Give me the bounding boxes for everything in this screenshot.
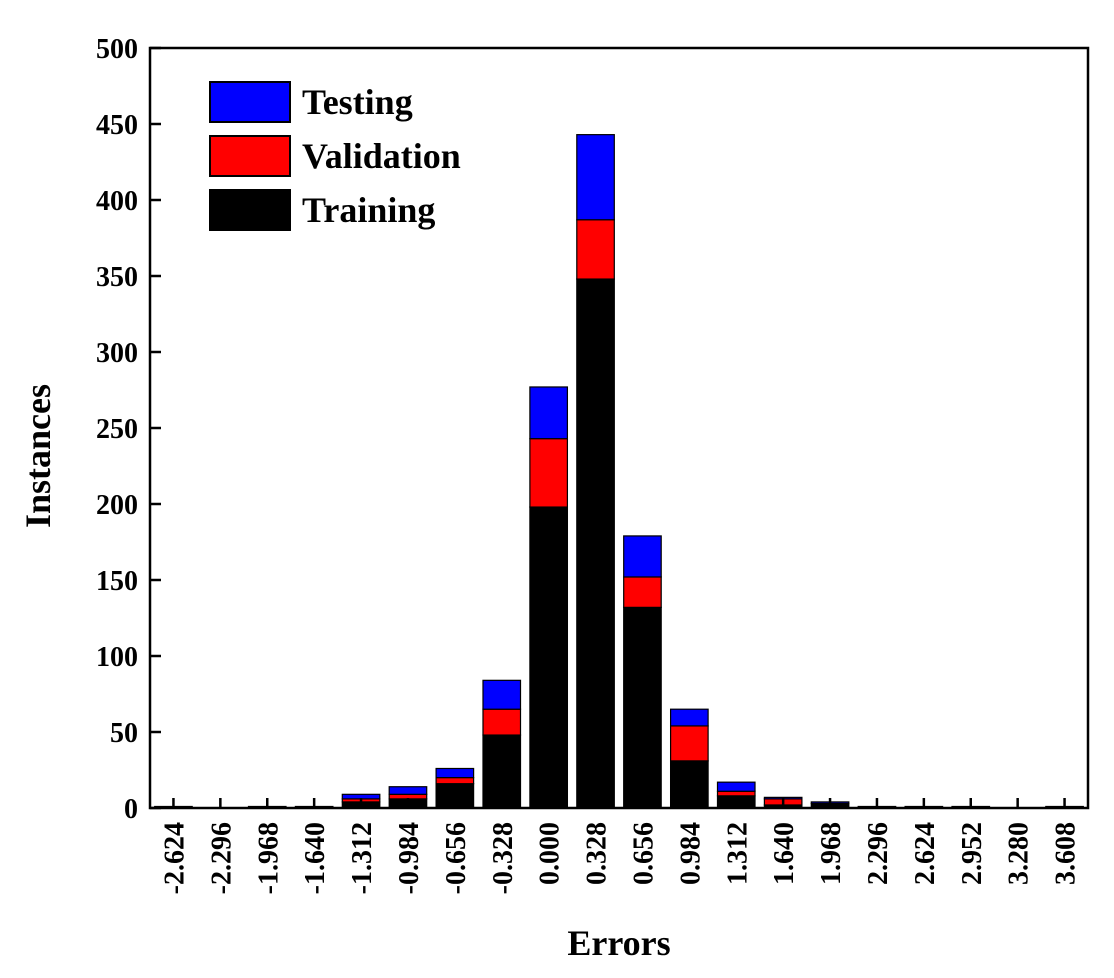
x-tick-label: -0.984 bbox=[394, 822, 425, 894]
bar-training-7 bbox=[482, 734, 522, 809]
x-tick-label: 0.984 bbox=[675, 822, 706, 885]
bar-testing-9 bbox=[576, 134, 615, 221]
bar-testing-5 bbox=[388, 786, 428, 795]
x-tick-label: -0.656 bbox=[441, 822, 472, 894]
bar-validation-6 bbox=[435, 776, 475, 785]
x-axis: -2.624 -2.296 -1.968 -1.640 -1.312 -0.984 -0.6… bbox=[159, 798, 1082, 894]
y-tick-label: 150 bbox=[96, 566, 138, 597]
x-tick-label: 3.280 bbox=[1004, 822, 1035, 885]
x-axis-title: Errors bbox=[567, 923, 670, 963]
y-tick-label: 0 bbox=[124, 794, 138, 825]
bar-training-8 bbox=[529, 506, 569, 809]
y-tick-label: 300 bbox=[96, 338, 138, 369]
bar-training-10 bbox=[623, 606, 662, 809]
x-tick-label: -0.328 bbox=[488, 822, 519, 894]
bar-validation-7 bbox=[482, 708, 522, 736]
bar-validation-11 bbox=[669, 725, 709, 762]
bar-testing-10 bbox=[623, 535, 662, 578]
bars-layer bbox=[154, 134, 1084, 809]
legend-label-testing: Testing bbox=[302, 82, 413, 122]
x-tick-label: 1.968 bbox=[816, 822, 847, 885]
x-tick-label: 2.952 bbox=[957, 822, 988, 885]
y-tick-label: 200 bbox=[96, 490, 138, 521]
x-tick-label: -1.312 bbox=[347, 822, 378, 894]
x-tick-label: 1.640 bbox=[769, 822, 800, 885]
legend-swatch-training bbox=[209, 189, 291, 231]
legend-label-validation: Validation bbox=[302, 136, 461, 176]
legend-swatch-testing bbox=[209, 81, 291, 123]
y-tick-label: 50 bbox=[110, 718, 138, 749]
y-tick-label: 100 bbox=[96, 642, 138, 673]
bar-testing-8 bbox=[529, 386, 569, 440]
bar-validation-8 bbox=[529, 438, 569, 508]
x-tick-label: 0.656 bbox=[628, 822, 659, 885]
x-tick-label: 2.296 bbox=[863, 822, 894, 885]
y-axis: 0 50 100 150 200 250 300 350 400 450 500 bbox=[96, 34, 161, 825]
x-tick-label: 2.624 bbox=[910, 822, 941, 885]
x-tick-label: 1.312 bbox=[722, 822, 753, 885]
x-tick-label: 0.000 bbox=[535, 822, 566, 885]
x-tick-label: -2.624 bbox=[159, 822, 190, 894]
y-tick-label: 500 bbox=[96, 34, 138, 65]
bar-validation-10 bbox=[623, 576, 662, 608]
legend-swatch-validation bbox=[209, 135, 291, 177]
x-tick-label: -1.640 bbox=[300, 822, 331, 894]
bar-validation-12 bbox=[716, 790, 756, 797]
bar-testing-7 bbox=[482, 679, 522, 710]
y-axis-title: Instances bbox=[18, 384, 58, 528]
x-tick-label: 0.328 bbox=[582, 822, 613, 885]
x-tick-label: -1.968 bbox=[253, 822, 284, 894]
x-tick-label: 3.608 bbox=[1051, 822, 1082, 885]
y-tick-label: 250 bbox=[96, 414, 138, 445]
legend: Testing Validation Training bbox=[209, 81, 461, 231]
legend-label-training: Training bbox=[302, 190, 435, 230]
y-tick-label: 450 bbox=[96, 110, 138, 141]
x-tick-label: -2.296 bbox=[206, 822, 237, 894]
bar-training-9 bbox=[576, 278, 615, 809]
y-tick-label: 400 bbox=[96, 186, 138, 217]
bar-testing-6 bbox=[435, 767, 475, 779]
bar-testing-11 bbox=[669, 708, 709, 727]
bar-testing-12 bbox=[716, 781, 756, 792]
bar-validation-9 bbox=[576, 219, 615, 280]
y-tick-label: 350 bbox=[96, 262, 138, 293]
